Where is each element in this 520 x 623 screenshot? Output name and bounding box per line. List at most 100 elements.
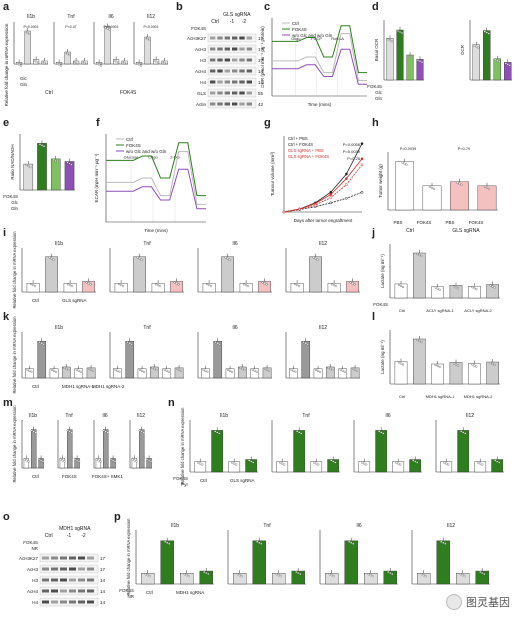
b-band-2-0: [210, 58, 216, 62]
d2-bar-0: [472, 44, 480, 81]
d2-dot-3-1: [506, 63, 509, 66]
b-band-6-5: [246, 102, 252, 106]
p-Tnf-dot-2-2: [279, 575, 282, 578]
k-Il12-dot-4-2: [343, 370, 346, 373]
k-Il6-dot-5-0: [264, 367, 267, 370]
k-Il12-dot-3-1: [329, 367, 332, 371]
a-Tnf-dot-1-2: [68, 53, 71, 57]
a-Il12-bar-1: [144, 36, 151, 65]
l-dot-4-0: [471, 363, 474, 366]
k-Il1b-dot-0-1: [28, 369, 31, 372]
o-bandlabel-2: H3: [32, 578, 38, 583]
o-band-2-5: [87, 578, 94, 582]
o-size-4: 14: [100, 600, 106, 605]
j-dot-5-0: [489, 284, 492, 287]
k-Tnf-dot-4-0: [163, 368, 166, 371]
e-dot-1-1: [40, 144, 44, 147]
i-Il12-dot-3-1: [351, 282, 354, 285]
o-band-3-0: [42, 589, 49, 593]
k-Il12-dot-1-2: [306, 343, 309, 346]
n-Il6-bar-1: [375, 430, 388, 473]
m-Il1b-dot-0-1: [25, 459, 28, 462]
k-Il12-dot-3-0: [327, 366, 330, 370]
n-Tnf-dot-0-2: [283, 463, 286, 466]
n-row-1: Pyr: [181, 482, 188, 487]
b-band-0-5: [246, 36, 252, 40]
m-ylabel: Relative fold change in mRNA expression: [12, 405, 17, 483]
k-Il6-dot-4-2: [255, 370, 258, 373]
panel-letter-c: c: [264, 1, 270, 13]
d-dot-1-0: [396, 29, 400, 33]
l-dot-2-1: [436, 364, 439, 368]
b-band-6-4: [239, 102, 245, 106]
k-Il12-dot-1-1: [304, 342, 307, 345]
m-Il6-dot-2-0: [110, 458, 113, 461]
p-Il12-dot-1-0: [440, 540, 443, 543]
panel-letter-b: b: [176, 1, 183, 13]
k-Tnf-bar-1: [125, 341, 135, 379]
g-series-1: [283, 191, 363, 213]
k-Il12-dot-5-1: [354, 368, 357, 371]
i-title-Il6: Il6: [232, 241, 238, 247]
a-Il12-dot-0-1: [138, 63, 141, 66]
b-band-4-3: [232, 80, 238, 84]
b-bandlabel-5: GLS: [197, 91, 206, 96]
b-rowlabel: FOK4S: [191, 26, 206, 31]
m-Il6-dot-1-2: [106, 431, 109, 434]
o-band-4-0: [42, 600, 49, 604]
b-band-4-4: [239, 80, 245, 84]
o-band-4-3: [69, 600, 76, 604]
b-band-5-1: [217, 91, 223, 95]
i-Tnf-dot-0-0: [118, 283, 121, 286]
d-dot-0-2: [390, 40, 394, 43]
j-dot-2-1: [436, 287, 439, 290]
p-Il1b-dot-3-1: [205, 571, 208, 575]
n-Il12-dot-3-2: [498, 461, 501, 464]
g-point-0-5: [360, 142, 364, 145]
g-point-3-1: [298, 207, 301, 211]
k-Il6-dot-1-2: [218, 343, 221, 346]
n-Il1b-dot-1-0: [214, 430, 217, 433]
k-Il12-dot-5-2: [356, 369, 359, 372]
p-Il1b-dot-1-1: [166, 541, 169, 544]
n-Tnf-dot-1-1: [298, 431, 301, 434]
p-Il12-dot-0-1: [422, 574, 425, 577]
a-Il1b-dot-0-0: [16, 62, 19, 65]
watermark-text: 图灵基因: [466, 597, 510, 609]
a-Il1b-dot-3-2: [45, 62, 48, 66]
l-dot-5-0: [489, 361, 492, 365]
l-dot-3-0: [452, 362, 456, 365]
k-Il1b-dot-5-0: [88, 367, 91, 370]
m-Tnf-dot-1-2: [70, 431, 73, 434]
i-Il1b-dot-2-1: [69, 284, 72, 287]
i-Tnf-dot-2-0: [155, 283, 158, 286]
a-Il6-dot-3-1: [123, 61, 126, 65]
n-title-Il12: Il12: [466, 413, 474, 419]
b-band-5-0: [210, 91, 216, 95]
m-Il6-dot-0-0: [95, 458, 98, 461]
m-Il12-dot-1-0: [138, 429, 141, 432]
k-Il6-dot-3-2: [243, 368, 246, 372]
p-Il12-dot-2-1: [461, 574, 464, 577]
p-Il1b-dot-2-2: [187, 575, 190, 578]
a-Il6-dot-3-2: [125, 62, 128, 66]
a-Il12-dot-2-1: [155, 60, 158, 63]
a-Tnf-dot-2-1: [75, 61, 78, 65]
m-Il1b-dot-2-1: [40, 459, 43, 462]
b-band-4-5: [246, 80, 252, 84]
p-Il1b-dot-1-0: [164, 540, 167, 543]
j-dot-0-2: [401, 285, 405, 288]
k-Tnf-dot-0-2: [118, 370, 121, 373]
d-dot-2-1: [408, 55, 412, 59]
i-Il6-bar-1: [221, 256, 234, 293]
c-legend-0: Ctrl: [292, 21, 299, 26]
i-group-0: Ctrl: [32, 298, 39, 303]
d-row-2: Gln: [375, 96, 383, 101]
d-dot-0-0: [386, 38, 390, 41]
k-Il1b-dot-4-2: [79, 370, 82, 373]
p-Il6-dot-3-0: [387, 570, 390, 574]
k-Il6-dot-0-0: [202, 368, 205, 371]
e-dot-0-0: [25, 164, 28, 167]
g-point-1-3: [329, 201, 333, 205]
